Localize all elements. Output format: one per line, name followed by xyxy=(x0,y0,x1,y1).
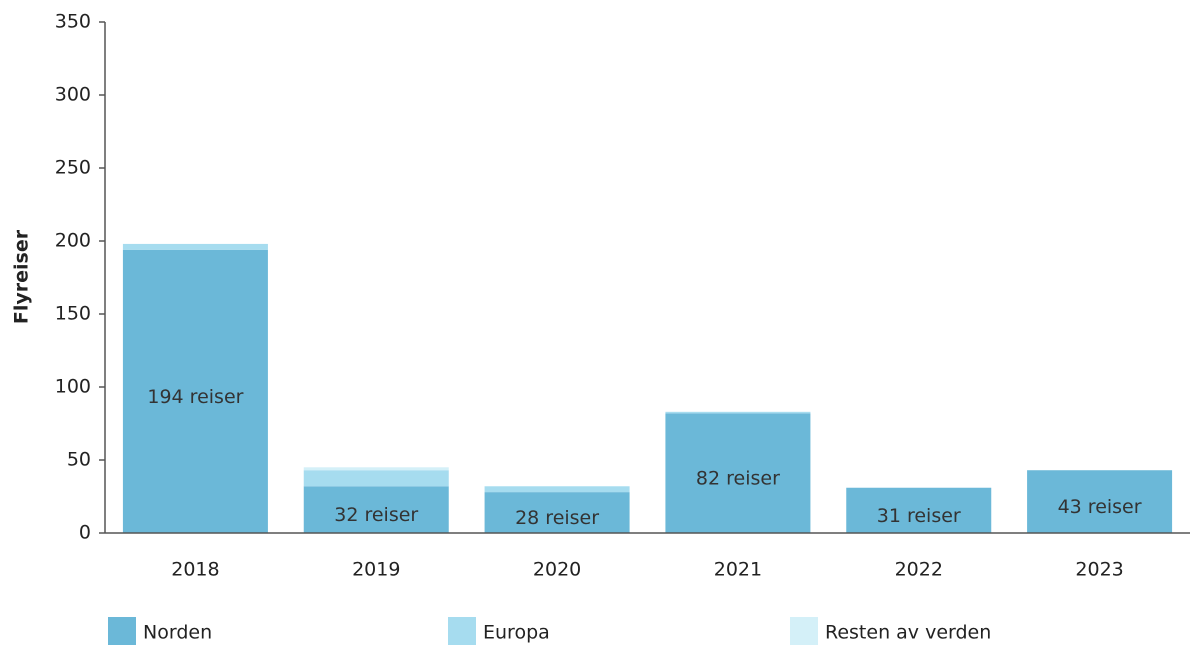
bar-segment xyxy=(303,486,449,533)
bar-segment xyxy=(484,486,630,493)
bar-segment xyxy=(846,487,992,533)
bar-segment xyxy=(122,243,268,250)
y-tick-label: 350 xyxy=(55,11,91,33)
y-tick-label: 0 xyxy=(79,522,91,544)
bar-segment xyxy=(1027,470,1173,533)
bar-segment xyxy=(303,470,449,487)
x-tick-label: 2018 xyxy=(171,559,219,581)
value-label: 43 reiser xyxy=(1058,496,1142,518)
y-tick-label: 100 xyxy=(55,376,91,398)
value-label: 28 reiser xyxy=(515,507,599,529)
x-tick-label: 2019 xyxy=(352,559,400,581)
bar-segment xyxy=(665,413,811,533)
x-tick-label: 2022 xyxy=(895,559,943,581)
y-tick-label: 150 xyxy=(55,303,91,325)
y-tick-label: 50 xyxy=(67,449,91,471)
y-tick-label: 250 xyxy=(55,157,91,179)
y-tick-label: 200 xyxy=(55,230,91,252)
y-tick-label: 300 xyxy=(55,84,91,106)
legend-label: Europa xyxy=(483,622,550,644)
x-tick-label: 2020 xyxy=(533,559,581,581)
value-label: 82 reiser xyxy=(696,468,780,490)
x-tick-label: 2023 xyxy=(1075,559,1123,581)
legend-label: Resten av verden xyxy=(825,622,991,644)
value-label: 32 reiser xyxy=(334,504,418,526)
y-axis-title: Flyreiser xyxy=(11,229,33,324)
bar-segment xyxy=(484,492,630,533)
bar-segment xyxy=(303,467,449,471)
legend-swatch xyxy=(790,617,818,645)
legend-swatch xyxy=(108,617,136,645)
legend-swatch xyxy=(448,617,476,645)
bar-segment xyxy=(665,411,811,414)
legend-label: Norden xyxy=(143,622,212,644)
x-tick-label: 2021 xyxy=(714,559,762,581)
value-label: 31 reiser xyxy=(877,505,961,527)
bar-segment xyxy=(122,249,268,533)
value-label: 194 reiser xyxy=(147,386,243,408)
